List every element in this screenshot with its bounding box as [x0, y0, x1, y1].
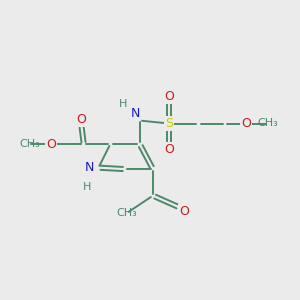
Text: CH₃: CH₃: [116, 208, 137, 218]
Text: CH₃: CH₃: [19, 139, 40, 149]
Text: CH₃: CH₃: [257, 118, 278, 128]
Text: O: O: [164, 91, 174, 103]
Text: S: S: [165, 117, 173, 130]
Text: O: O: [46, 138, 56, 151]
Text: O: O: [164, 143, 174, 157]
Text: O: O: [179, 205, 189, 218]
Text: H: H: [82, 182, 91, 192]
Text: N: N: [85, 161, 94, 174]
Text: H: H: [119, 99, 128, 110]
Text: N: N: [130, 107, 140, 120]
Text: O: O: [241, 117, 250, 130]
Text: O: O: [76, 112, 86, 126]
